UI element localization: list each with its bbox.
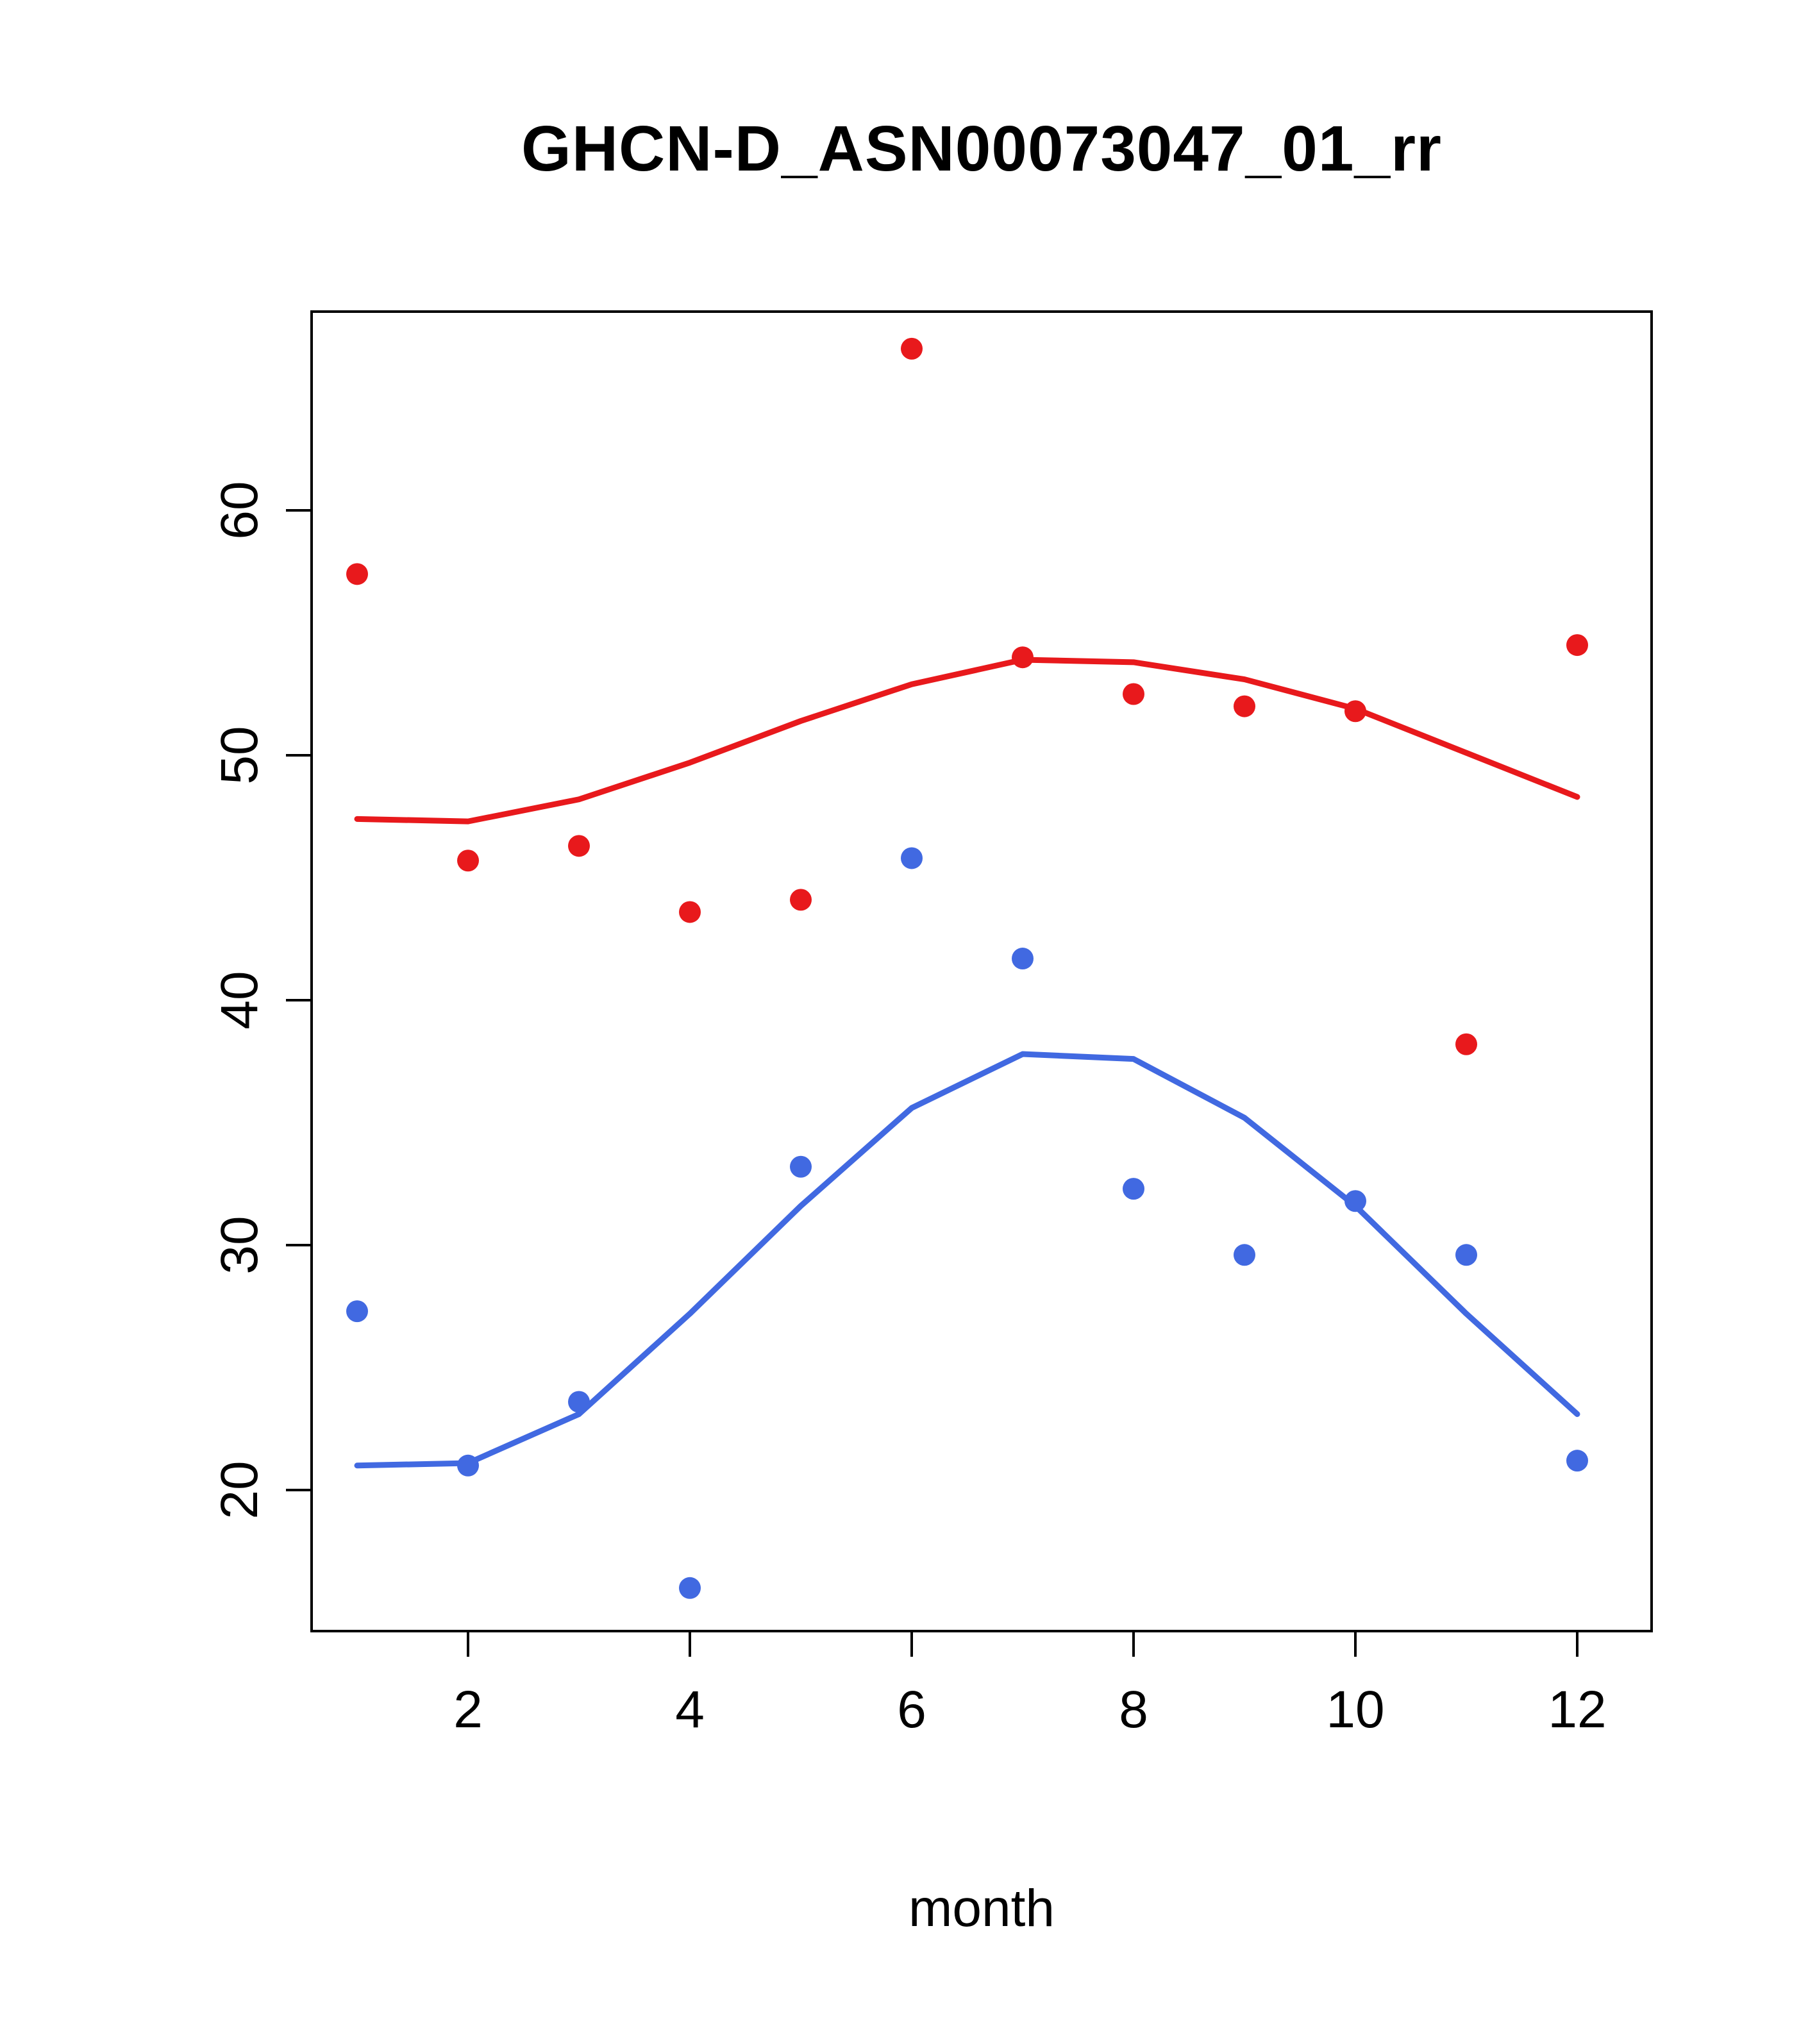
- blue-point: [901, 847, 923, 869]
- blue-point: [1455, 1244, 1477, 1266]
- blue-point: [1344, 1190, 1366, 1212]
- plot-box: [310, 310, 1653, 1632]
- blue-point: [1123, 1178, 1144, 1200]
- y-tick-label: 40: [210, 971, 269, 1029]
- red-point: [679, 901, 701, 923]
- red-smooth-line: [354, 657, 1580, 825]
- red-point: [1234, 695, 1255, 717]
- blue-point: [346, 1300, 368, 1323]
- red-point: [1344, 700, 1366, 723]
- red-point: [568, 835, 590, 857]
- blue-point: [679, 1577, 701, 1599]
- blue-point: [568, 1391, 590, 1413]
- x-tick-label: 4: [675, 1680, 705, 1739]
- blue-point: [457, 1454, 479, 1477]
- blue-point: [1234, 1244, 1255, 1266]
- blue-smooth-line: [354, 1051, 1580, 1469]
- blue-point: [790, 1155, 812, 1178]
- y-tick-label: 50: [210, 726, 269, 784]
- blue-point: [1012, 948, 1034, 970]
- x-tick-label: 12: [1548, 1680, 1606, 1739]
- red-point: [457, 850, 479, 872]
- red-point: [1566, 634, 1588, 657]
- red-point: [1123, 683, 1144, 705]
- y-tick-label: 20: [210, 1461, 269, 1519]
- red-point: [346, 563, 368, 585]
- y-tick-label: 30: [210, 1216, 269, 1274]
- red-point: [901, 337, 923, 360]
- x-axis-label: month: [908, 1879, 1055, 1938]
- chart-title: GHCN-D_ASN00073047_01_rr: [521, 113, 1442, 185]
- red-point: [790, 889, 812, 911]
- red-point: [1012, 646, 1034, 669]
- x-tick-label: 6: [897, 1680, 926, 1739]
- blue-point: [1566, 1450, 1588, 1472]
- y-tick-label: 60: [210, 481, 269, 539]
- red-point: [1455, 1033, 1477, 1055]
- x-tick-label: 8: [1119, 1680, 1148, 1739]
- x-tick-label: 2: [453, 1680, 483, 1739]
- x-tick-label: 10: [1326, 1680, 1384, 1739]
